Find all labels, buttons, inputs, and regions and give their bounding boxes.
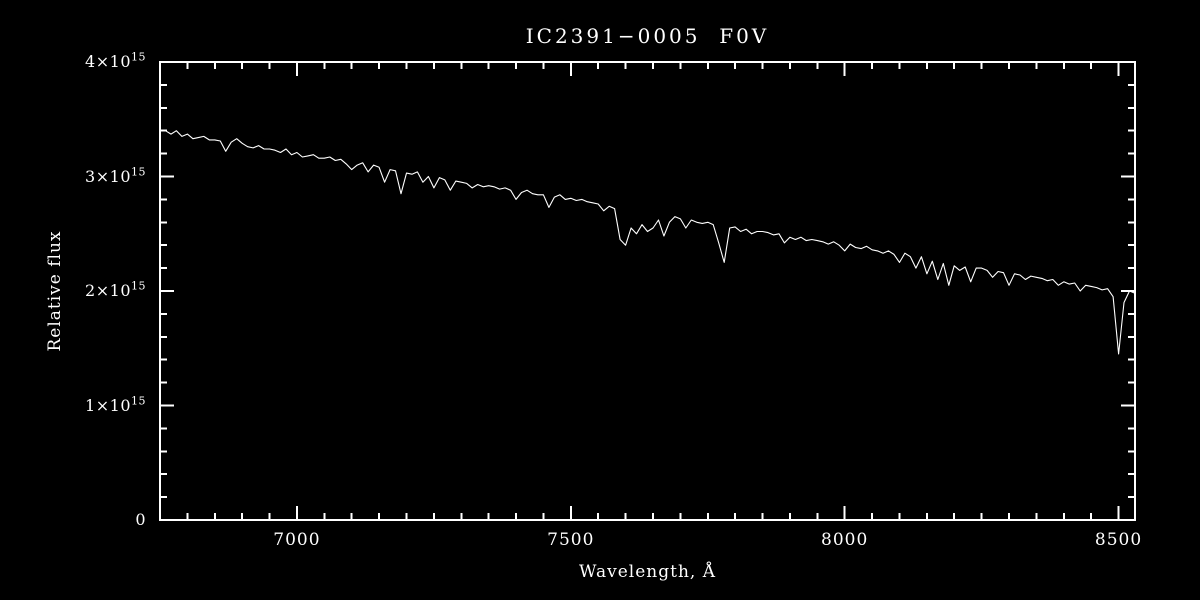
chart-title: IC2391−0005 F0V xyxy=(525,24,770,48)
axis-box xyxy=(159,61,1136,521)
y-axis-label: Relative flux xyxy=(45,230,65,352)
x-axis-label: Wavelength, Å xyxy=(579,562,716,582)
spectrum-line xyxy=(159,130,1136,355)
